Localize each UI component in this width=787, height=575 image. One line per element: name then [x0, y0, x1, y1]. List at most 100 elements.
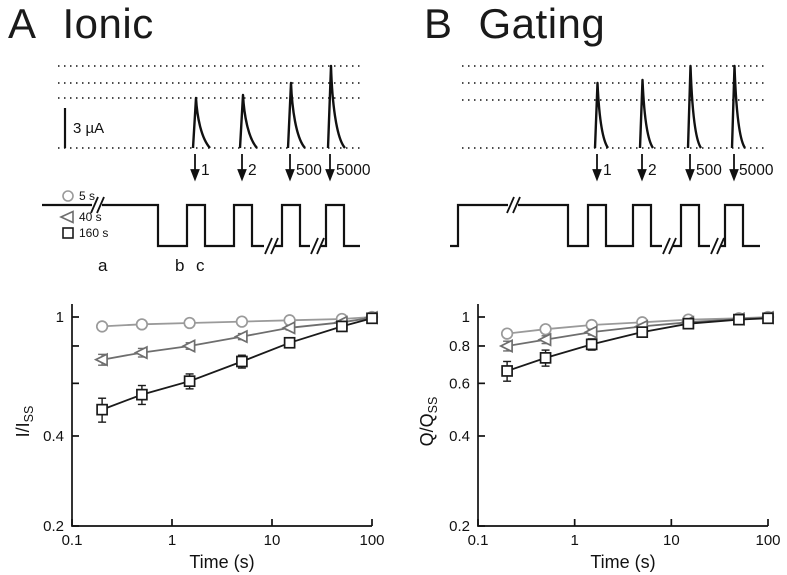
data-marker-square — [539, 352, 552, 364]
y-tick-label: 0.4 — [449, 428, 470, 445]
stimulus-arrows — [190, 154, 335, 182]
x-tick-label: 100 — [755, 532, 780, 549]
data-marker-circle — [500, 327, 514, 340]
pulse-number-labels: 1 2 500 5000 — [603, 162, 774, 179]
gating-recovery-chart: 0.1 1 10 100 1 0.8 0.6 0.4 0.2 Time (s) Q/QSS — [417, 304, 781, 572]
ionic-schematic: 3 µA 1 2 500 5000 — [42, 64, 371, 275]
x-tick-label: 100 — [359, 532, 384, 549]
pulse-label-500: 500 — [696, 162, 722, 179]
series-160s — [96, 312, 378, 423]
phase-label-b: b — [175, 256, 184, 275]
y-tick-label: 1 — [56, 309, 64, 326]
data-marker-square — [96, 403, 108, 416]
legend-label-40s: 40 s — [79, 210, 102, 224]
y-tick-label: 0.2 — [43, 518, 64, 535]
current-spike — [191, 96, 211, 149]
reference-dotted-lines — [462, 65, 767, 149]
y-tick-label: 0.8 — [449, 338, 470, 355]
data-marker-circle — [235, 315, 249, 328]
phase-label-a: a — [98, 256, 108, 275]
legend-label-5s: 5 s — [79, 189, 95, 203]
pulse-label-2: 2 — [648, 162, 657, 179]
phase-label-c: c — [196, 256, 205, 275]
y-axis-label: Q/QSS — [417, 397, 440, 447]
data-marker-square — [636, 326, 649, 338]
voltage-protocol-trace — [450, 203, 760, 248]
current-spike — [638, 78, 655, 149]
protocol-phase-labels: a b c — [98, 256, 205, 275]
legend-label-160s: 160 s — [79, 226, 108, 240]
axes — [477, 304, 769, 527]
pulse-label-2: 2 — [248, 162, 257, 179]
panel-b-letter: B — [424, 0, 453, 47]
x-tick-label: 1 — [168, 532, 176, 549]
trace-break-marks — [90, 196, 325, 255]
data-marker-triangle-left — [498, 339, 513, 353]
data-marker-circle — [183, 316, 196, 330]
data-marker-square — [762, 312, 774, 325]
y-tick-label: 0.6 — [449, 375, 470, 392]
ionic-current-spikes — [191, 64, 346, 149]
y-tick-label: 0.4 — [43, 428, 64, 445]
voltage-protocol-trace — [42, 203, 360, 248]
data-marker-square — [733, 313, 745, 326]
pulse-label-5000: 5000 — [336, 162, 371, 179]
series-160s — [501, 312, 774, 382]
data-marker-triangle-left — [583, 325, 598, 340]
panel-b-name: Gating — [478, 0, 606, 47]
x-tick-label: 10 — [663, 532, 680, 549]
legend-circle-marker — [62, 190, 74, 202]
data-marker-square — [366, 312, 378, 325]
pulse-number-labels: 1 2 500 5000 — [201, 162, 371, 179]
interval-legend: 5 s 40 s 160 s — [59, 189, 108, 240]
legend-triangle-left-marker — [59, 210, 74, 224]
panel-a-letter: A — [8, 0, 37, 47]
y-axis-label: I/ISS — [14, 406, 36, 438]
pulse-label-1: 1 — [603, 162, 612, 179]
data-marker-square — [136, 388, 148, 401]
panel-a-title: A Ionic — [8, 0, 154, 48]
data-marker-square — [183, 375, 196, 388]
current-spike — [686, 64, 703, 149]
data-marker-square — [283, 336, 296, 349]
data-marker-circle — [539, 323, 552, 336]
data-marker-circle — [95, 320, 109, 333]
data-marker-circle — [135, 318, 149, 331]
panel-a-name: Ionic — [62, 0, 154, 47]
x-tick-label: 0.1 — [62, 532, 83, 549]
pulse-label-500: 500 — [296, 162, 322, 179]
x-axis-label: Time (s) — [590, 552, 655, 572]
data-marker-square — [501, 365, 513, 377]
current-spike — [593, 81, 610, 149]
trace-break-marks — [506, 196, 725, 255]
current-spike — [730, 64, 747, 149]
data-marker-triangle-left — [281, 320, 296, 335]
x-tick-label: 1 — [570, 532, 578, 549]
stimulus-arrows — [592, 154, 739, 182]
current-spike — [238, 93, 258, 149]
data-marker-triangle-left — [537, 332, 552, 347]
x-tick-label: 10 — [264, 532, 281, 549]
current-spike — [326, 64, 346, 149]
ionic-recovery-chart: 0.1 1 10 100 1 0.4 0.2 Time (s) I/ISS — [14, 304, 385, 572]
data-marker-triangle-left — [93, 352, 108, 367]
gating-current-spikes — [593, 64, 747, 149]
data-marker-triangle-left — [181, 339, 196, 353]
panel-b-title: B Gating — [424, 0, 605, 48]
x-tick-label: 0.1 — [468, 532, 489, 549]
gating-schematic: 1 2 500 5000 — [450, 64, 774, 255]
data-marker-triangle-left — [133, 345, 148, 360]
x-axis-label: Time (s) — [189, 552, 254, 572]
legend-square-marker — [62, 227, 74, 239]
data-marker-square — [336, 320, 348, 333]
tick-labels: 0.1 1 10 100 1 0.8 0.6 0.4 0.2 — [449, 309, 780, 549]
y-tick-label: 0.2 — [449, 518, 470, 535]
data-marker-square — [682, 317, 695, 330]
data-marker-triangle-left — [233, 329, 248, 344]
current-spike — [286, 81, 306, 149]
axes — [71, 304, 373, 527]
tick-labels: 0.1 1 10 100 1 0.4 0.2 — [43, 309, 384, 549]
scale-bar-label: 3 µA — [73, 120, 104, 137]
data-marker-square — [236, 355, 248, 368]
